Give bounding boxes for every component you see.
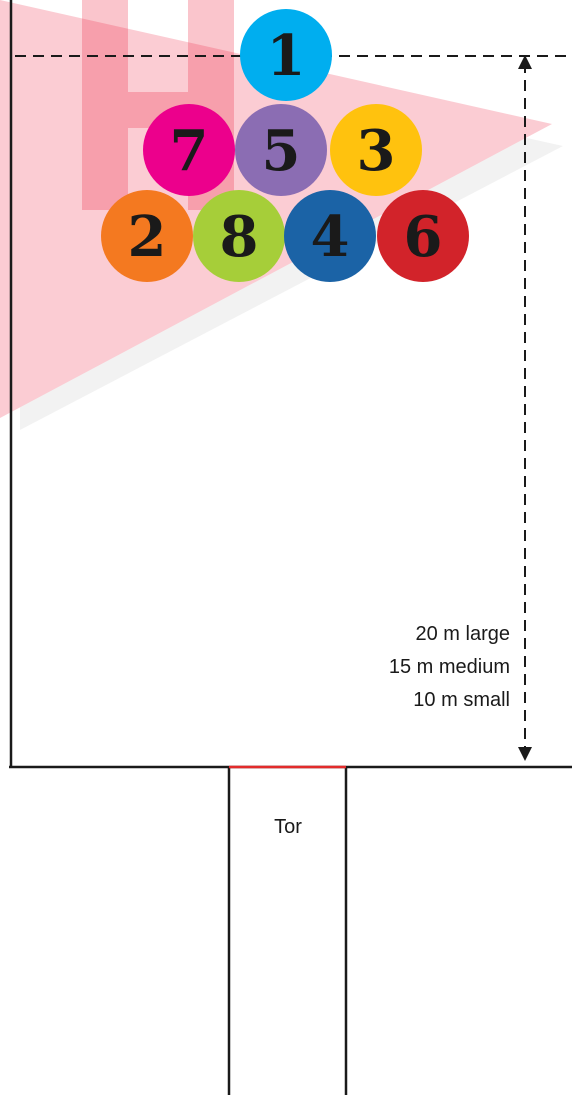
ball-number: 8 bbox=[220, 204, 259, 270]
ball-1: 1 bbox=[240, 9, 332, 101]
ball-3: 3 bbox=[330, 104, 422, 196]
ball-circle bbox=[240, 9, 332, 101]
ball-circle bbox=[284, 190, 376, 282]
ball-circle bbox=[193, 190, 285, 282]
ball-number: 3 bbox=[357, 118, 396, 184]
distance-label-medium: 15 m medium bbox=[389, 656, 510, 678]
watermark-letter-h bbox=[82, 0, 234, 210]
ball-number: 1 bbox=[267, 23, 306, 89]
ball-number: 6 bbox=[404, 204, 443, 270]
goal: Tor bbox=[227, 765, 348, 1095]
distance-label-large: 20 m large bbox=[416, 623, 511, 645]
ball-6: 6 bbox=[377, 190, 469, 282]
ball-number: 4 bbox=[311, 204, 350, 270]
ball-number: 2 bbox=[128, 204, 167, 270]
ball-circle bbox=[101, 190, 193, 282]
ball-triangle: 17 5 3 2 8 4 6 bbox=[101, 9, 469, 282]
ball-2: 2 bbox=[101, 190, 193, 282]
ball-5: 5 bbox=[235, 104, 327, 196]
ball-number: 5 bbox=[262, 118, 301, 184]
ball-circle bbox=[143, 104, 235, 196]
ball-number: 7 bbox=[170, 118, 209, 184]
ball-circle bbox=[330, 104, 422, 196]
ball-8: 8 bbox=[193, 190, 285, 282]
goal-label: Tor bbox=[274, 816, 302, 838]
ball-4: 4 bbox=[284, 190, 376, 282]
ball-7: 7 bbox=[143, 104, 235, 196]
ball-circle bbox=[235, 104, 327, 196]
ball-circle bbox=[377, 190, 469, 282]
distance-label-small: 10 m small bbox=[413, 689, 510, 711]
